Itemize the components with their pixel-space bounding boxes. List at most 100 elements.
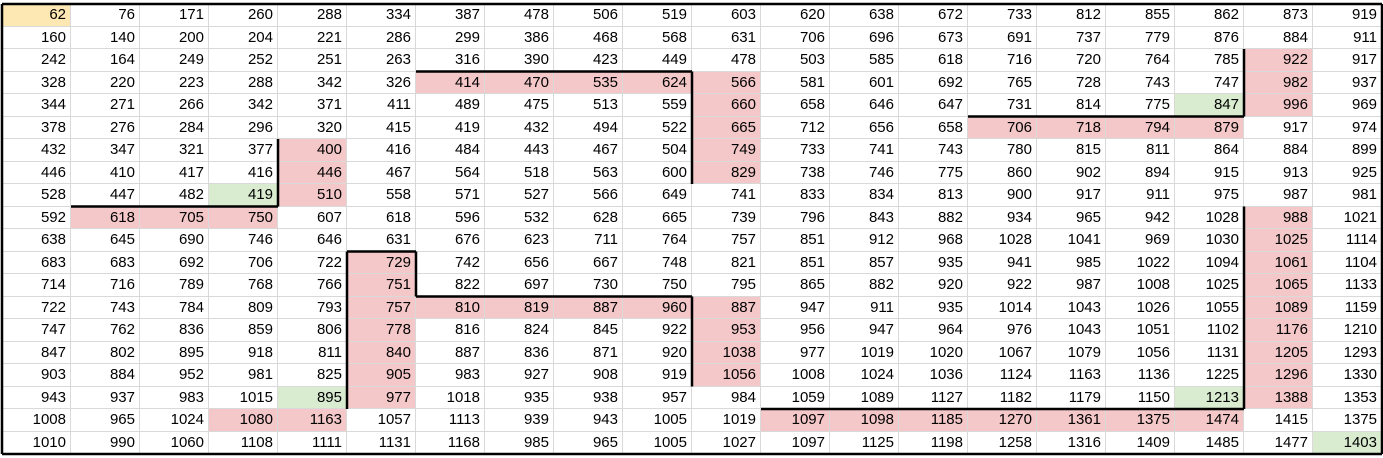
cell[interactable]: 328	[2, 71, 71, 94]
cell[interactable]: 939	[485, 409, 554, 432]
cell[interactable]: 432	[485, 116, 554, 139]
cell[interactable]: 1038	[692, 341, 761, 364]
cell[interactable]: 919	[1313, 4, 1382, 27]
cell[interactable]: 371	[278, 94, 347, 117]
cell[interactable]: 1036	[899, 364, 968, 387]
cell[interactable]: 649	[623, 184, 692, 207]
cell[interactable]: 860	[968, 161, 1037, 184]
cell[interactable]: 821	[692, 251, 761, 274]
cell[interactable]: 983	[140, 386, 209, 409]
cell[interactable]: 884	[1244, 139, 1313, 162]
cell[interactable]: 1008	[2, 409, 71, 432]
cell[interactable]: 778	[347, 319, 416, 342]
cell[interactable]: 920	[899, 274, 968, 297]
cell[interactable]: 775	[899, 161, 968, 184]
cell[interactable]: 672	[899, 4, 968, 27]
cell[interactable]: 1027	[692, 431, 761, 454]
cell[interactable]: 482	[140, 184, 209, 207]
cell[interactable]: 908	[554, 364, 623, 387]
cell[interactable]: 242	[2, 49, 71, 72]
cell[interactable]: 1353	[1313, 386, 1382, 409]
cell[interactable]: 711	[554, 229, 623, 252]
cell[interactable]: 618	[899, 49, 968, 72]
cell[interactable]: 1051	[1106, 319, 1175, 342]
cell[interactable]: 1020	[899, 341, 968, 364]
cell[interactable]: 506	[554, 4, 623, 27]
cell[interactable]: 160	[2, 26, 71, 49]
cell[interactable]: 140	[71, 26, 140, 49]
cell[interactable]: 1015	[209, 386, 278, 409]
cell[interactable]: 1104	[1313, 251, 1382, 274]
cell[interactable]: 895	[140, 341, 209, 364]
cell[interactable]: 722	[278, 251, 347, 274]
cell[interactable]: 1098	[830, 409, 899, 432]
cell[interactable]: 676	[416, 229, 485, 252]
cell[interactable]: 988	[1244, 206, 1313, 229]
cell[interactable]: 1185	[899, 409, 968, 432]
cell[interactable]: 683	[71, 251, 140, 274]
cell[interactable]: 1205	[1244, 341, 1313, 364]
cell[interactable]: 743	[899, 139, 968, 162]
cell[interactable]: 911	[1106, 184, 1175, 207]
cell[interactable]: 1168	[416, 431, 485, 454]
cell[interactable]: 638	[2, 229, 71, 252]
cell[interactable]: 976	[968, 319, 1037, 342]
cell[interactable]: 757	[347, 296, 416, 319]
cell[interactable]: 864	[1175, 139, 1244, 162]
cell[interactable]: 1010	[2, 431, 71, 454]
cell[interactable]: 658	[899, 116, 968, 139]
cell[interactable]: 1018	[416, 386, 485, 409]
cell[interactable]: 987	[1037, 274, 1106, 297]
cell[interactable]: 768	[209, 274, 278, 297]
cell[interactable]: 811	[278, 341, 347, 364]
cell[interactable]: 903	[2, 364, 71, 387]
cell[interactable]: 387	[416, 4, 485, 27]
cell[interactable]: 1028	[1175, 206, 1244, 229]
cell[interactable]: 646	[278, 229, 347, 252]
cell[interactable]: 504	[623, 139, 692, 162]
cell[interactable]: 76	[71, 4, 140, 27]
cell[interactable]: 764	[1106, 49, 1175, 72]
cell[interactable]: 1008	[761, 364, 830, 387]
cell[interactable]: 876	[1175, 26, 1244, 49]
cell[interactable]: 347	[71, 139, 140, 162]
cell[interactable]: 667	[554, 251, 623, 274]
cell[interactable]: 638	[830, 4, 899, 27]
cell[interactable]: 793	[278, 296, 347, 319]
cell[interactable]: 960	[623, 296, 692, 319]
cell[interactable]: 720	[1037, 49, 1106, 72]
cell[interactable]: 969	[1313, 94, 1382, 117]
cell[interactable]: 947	[830, 319, 899, 342]
cell[interactable]: 478	[485, 4, 554, 27]
cell[interactable]: 733	[761, 139, 830, 162]
cell[interactable]: 765	[968, 71, 1037, 94]
cell[interactable]: 911	[830, 296, 899, 319]
cell[interactable]: 811	[1106, 139, 1175, 162]
cell[interactable]: 1043	[1037, 296, 1106, 319]
cell[interactable]: 895	[278, 386, 347, 409]
cell[interactable]: 836	[140, 319, 209, 342]
cell[interactable]: 631	[692, 26, 761, 49]
cell[interactable]: 414	[416, 71, 485, 94]
cell[interactable]: 706	[761, 26, 830, 49]
cell[interactable]: 1375	[1313, 409, 1382, 432]
cell[interactable]: 943	[2, 386, 71, 409]
cell[interactable]: 871	[554, 341, 623, 364]
cell[interactable]: 938	[554, 386, 623, 409]
cell[interactable]: 266	[140, 94, 209, 117]
cell[interactable]: 271	[71, 94, 140, 117]
cell[interactable]: 607	[278, 206, 347, 229]
cell[interactable]: 802	[71, 341, 140, 364]
cell[interactable]: 730	[554, 274, 623, 297]
cell[interactable]: 443	[485, 139, 554, 162]
cell[interactable]: 795	[692, 274, 761, 297]
cell[interactable]: 1056	[692, 364, 761, 387]
cell[interactable]: 1225	[1175, 364, 1244, 387]
cell[interactable]: 631	[347, 229, 416, 252]
cell[interactable]: 1131	[347, 431, 416, 454]
cell[interactable]: 665	[692, 116, 761, 139]
cell[interactable]: 957	[623, 386, 692, 409]
cell[interactable]: 416	[209, 161, 278, 184]
cell[interactable]: 1179	[1037, 386, 1106, 409]
cell[interactable]: 905	[347, 364, 416, 387]
